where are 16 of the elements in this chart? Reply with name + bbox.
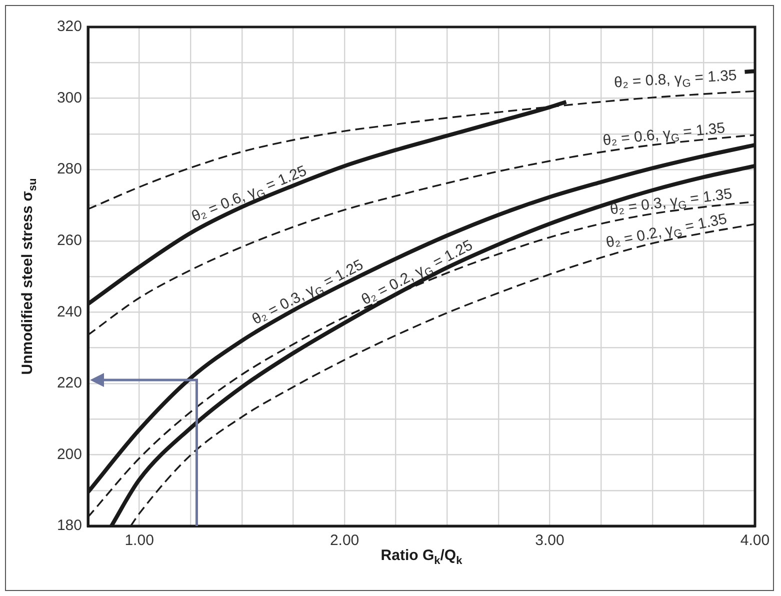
y-tick-label: 220 (56, 374, 82, 392)
series-label: θ₂ = 0.8, γG = 1.35 (614, 67, 738, 92)
x-tick-label: 1.00 (124, 532, 154, 550)
y-tick-label: 240 (56, 303, 82, 320)
y-tick-label: 320 (56, 18, 82, 36)
x-tick-label: 3.00 (535, 532, 564, 550)
x-tick-label: 4.00 (740, 532, 770, 550)
y-tick-label: 280 (56, 160, 82, 178)
y-tick-label: 200 (56, 446, 82, 463)
x-tick-label: 2.00 (330, 532, 360, 550)
y-tick-label: 260 (56, 232, 82, 249)
text: θ₂ = 0.6, γG = 1.25 (189, 162, 310, 226)
y-tick-label: 300 (56, 89, 82, 106)
y-axis-title: Unmodified steel stress σsu (19, 178, 39, 375)
text: θ₂ = 0.6, γG = 1.35 (602, 120, 726, 150)
y-tick-label: 180 (56, 517, 82, 534)
